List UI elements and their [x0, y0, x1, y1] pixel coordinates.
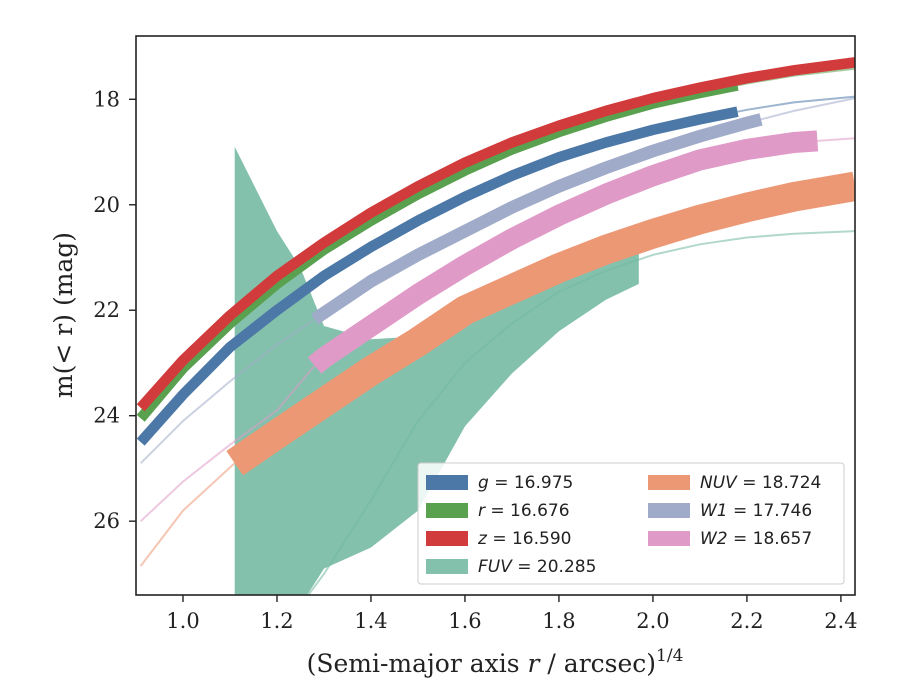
legend-label-z: z = 16.590 [477, 529, 571, 549]
legend-swatch-nuv [648, 475, 690, 490]
legend-label-g: g = 16.975 [478, 473, 573, 493]
ticks-layer: 1.0 1.2 1.4 1.6 1.8 2.0 2.2 2.4 18 20 22 24 26 [93, 87, 857, 633]
y-tick-label: 20 [93, 193, 120, 217]
g-measured-line [136, 106, 739, 446]
y-tick-label: 18 [93, 87, 120, 111]
series-layer [136, 57, 855, 595]
x-tick-label: 1.8 [542, 609, 575, 633]
z-measured-line [136, 57, 855, 412]
w2-measured-line [307, 130, 819, 374]
x-tick-label: 1.6 [448, 609, 481, 633]
legend-swatch-w2 [648, 531, 690, 546]
legend-label-fuv: FUV = 20.285 [478, 557, 596, 577]
legend: g = 16.975 r = 16.676 z = 16.590 FUV = 20.2… [417, 462, 845, 585]
y-tick-label: 24 [93, 404, 120, 428]
legend-label-w2: W2 = 18.657 [700, 529, 812, 549]
legend-swatch-fuv [426, 559, 468, 574]
legend-label-w1: W1 = 17.746 [700, 501, 812, 521]
y-axis-title: m(< r) (mag) [49, 232, 78, 398]
legend-swatch-z [426, 531, 468, 546]
x-tick-label: 2.4 [824, 609, 857, 633]
x-tick-label: 1.4 [354, 609, 387, 633]
y-tick-label: 22 [93, 298, 120, 322]
legend-swatch-w1 [648, 503, 690, 518]
x-tick-label: 2.2 [730, 609, 763, 633]
legend-swatch-g [426, 475, 468, 490]
x-tick-label: 1.0 [166, 609, 199, 633]
x-tick-label: 2.0 [636, 609, 669, 633]
plot-frame [135, 35, 856, 596]
legend-label-r: r = 16.676 [478, 501, 570, 521]
nuv-measured-line [226, 171, 855, 476]
x-axis-title: (Semi-major axis r / arcsec)1/4 [307, 646, 684, 678]
legend-label-nuv: NUV = 18.724 [700, 473, 821, 493]
legend-swatch-r [426, 503, 468, 518]
w1-measured-line [311, 113, 763, 325]
y-tick-label: 26 [93, 509, 120, 533]
fuv-band [234, 146, 639, 595]
x-tick-label: 1.2 [260, 609, 293, 633]
legend-frame [417, 462, 845, 585]
